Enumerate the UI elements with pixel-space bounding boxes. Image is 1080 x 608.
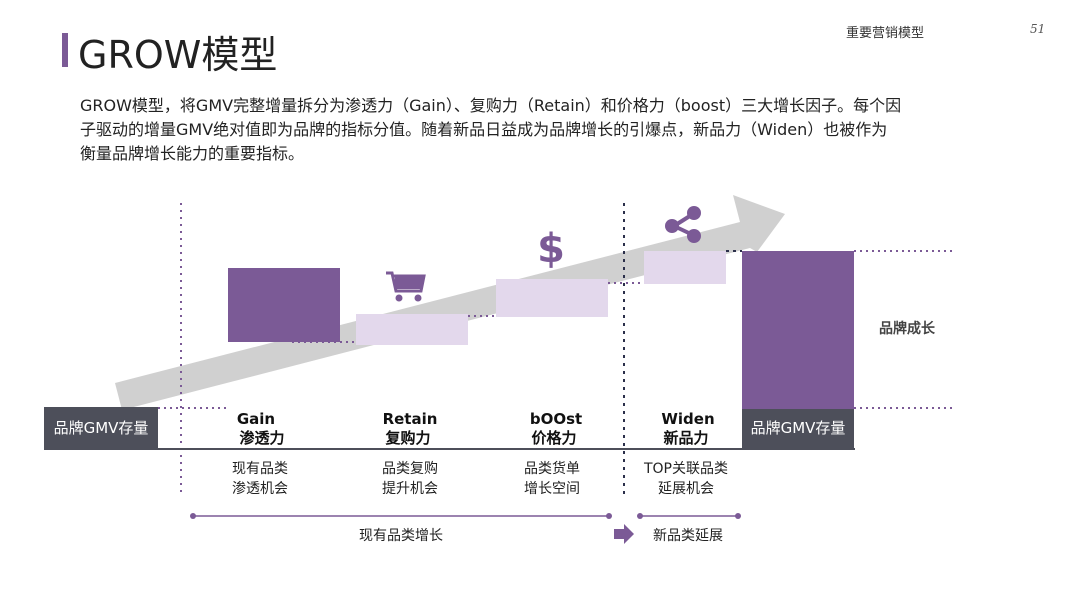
retain-block [356, 314, 468, 345]
gain-desc-line2: 渗透机会 [232, 481, 288, 497]
new-phase-start-dot [637, 513, 643, 519]
boost-desc-line2: 增长空间 [524, 481, 580, 497]
gain-desc-line1: 现有品类 [232, 461, 288, 477]
brand-growth-label: 品牌成长 [879, 320, 936, 337]
shopping-cart-icon [386, 271, 426, 302]
retain-desc-line2: 提升机会 [382, 481, 438, 497]
intro-text: GROW模型，将GMV完整增量拆分为渗透力（Gain）、复购力（Retain）和… [80, 94, 1015, 166]
intro-line: GROW模型，将GMV完整增量拆分为渗透力（Gain）、复购力（Retain）和… [80, 96, 902, 115]
stock-box-right [742, 409, 854, 448]
existing-phase-end-dot [606, 513, 612, 519]
retain-zh-label: 复购力 [384, 429, 430, 447]
gain-en-label: Gain [237, 410, 275, 428]
boost-zh-label: 价格力 [531, 429, 576, 447]
intro-line: 子驱动的增量GMV绝对值即为品牌的指标分值。随着新品日益成为品牌增长的引爆点，新… [80, 120, 888, 139]
stock-box-left [44, 407, 158, 448]
stock-label-right: 品牌GMV存量 [751, 419, 846, 437]
boost-block [496, 279, 608, 317]
arrow-right-icon [614, 524, 634, 544]
new-phase-label: 新品类延展 [653, 528, 723, 544]
section-label: 重要营销模型 [846, 26, 925, 41]
title-accent-bar [62, 33, 68, 67]
widen-zh-label: 新品力 [663, 429, 708, 447]
stock-label-left: 品牌GMV存量 [54, 419, 149, 437]
retain-en-label: Retain [383, 410, 438, 428]
boost-en-label: bOOst [530, 410, 582, 428]
retain-desc-line1: 品类复购 [382, 460, 438, 477]
dollar-sign-icon: $ [537, 226, 565, 272]
widen-desc-line1: TOP关联品类 [643, 461, 728, 477]
existing-phase-label: 现有品类增长 [359, 528, 443, 544]
widen-desc-line2: 延展机会 [658, 481, 714, 497]
new-phase-end-dot [735, 513, 741, 519]
page-title: GROW模型 [78, 33, 278, 77]
widen-block [644, 251, 726, 284]
intro-line: 衡量品牌增长能力的重要指标。 [80, 144, 305, 163]
boost-desc-line1: 品类货单 [524, 460, 580, 477]
share-icon [665, 206, 701, 243]
brand-growth-block [742, 251, 854, 409]
gain-zh-label: 渗透力 [239, 429, 284, 447]
growth-arrow [115, 195, 785, 410]
widen-en-label: Widen [661, 410, 714, 428]
gain-block [228, 268, 340, 342]
page-number: 51 [1030, 22, 1046, 36]
existing-phase-start-dot [190, 513, 196, 519]
